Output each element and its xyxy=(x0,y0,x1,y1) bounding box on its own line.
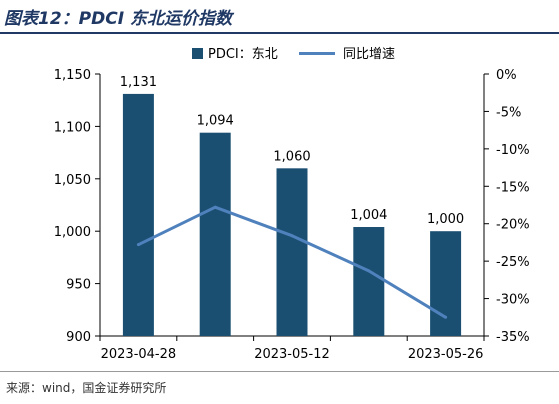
bar-data-label: 1,131 xyxy=(120,75,157,90)
bar xyxy=(199,132,231,336)
bar-data-label: 1,004 xyxy=(350,208,387,223)
x-tick-label: 2023-05-26 xyxy=(408,347,484,362)
bar-data-label: 1,000 xyxy=(427,212,464,227)
legend-line-label: 同比增速 xyxy=(343,47,395,62)
line-point xyxy=(444,315,448,319)
bar xyxy=(276,168,308,336)
bar xyxy=(353,227,385,336)
data-labels: 1,131 1,094 1,060 1,004 1,000 xyxy=(120,75,464,227)
y-right-tick-label: 0% xyxy=(496,68,517,83)
title-divider xyxy=(0,32,559,34)
line-point xyxy=(213,205,217,209)
bar xyxy=(122,93,154,336)
bar-data-label: 1,060 xyxy=(273,149,310,164)
y-right-tick-label: -10% xyxy=(496,143,530,158)
x-tick-label: 2023-04-28 xyxy=(101,347,177,362)
legend: PDCI：东北 同比增速 xyxy=(192,47,395,62)
y-right-tick-label: -15% xyxy=(496,180,530,195)
y-left-tick-label: 1,050 xyxy=(54,173,91,188)
chart-title: 图表12：PDCI 东北运价指数 xyxy=(4,9,232,29)
line-point xyxy=(367,269,371,273)
y-left-tick-label: 1,150 xyxy=(54,68,91,83)
legend-bar-label: PDCI：东北 xyxy=(208,47,278,62)
y-left-tick-label: 1,000 xyxy=(54,225,91,240)
x-tick-label: 2023-05-12 xyxy=(254,347,330,362)
bar xyxy=(430,231,462,336)
bar-data-label: 1,094 xyxy=(197,114,234,129)
y-right-tick-label: -5% xyxy=(496,105,521,120)
line-point xyxy=(136,243,140,247)
y-left-tick-label: 950 xyxy=(66,278,91,293)
y-right-tick-label: -20% xyxy=(496,218,530,233)
axes: 900 950 1,000 1,050 1,100 1,150 0% -5% -10% -15% -… xyxy=(54,68,530,362)
bar-series xyxy=(122,93,462,336)
y-right-tick-label: -25% xyxy=(496,255,530,270)
line-point xyxy=(290,234,294,238)
source-note: 来源：wind，国金证券研究所 xyxy=(6,381,167,395)
y-left-tick-label: 1,100 xyxy=(54,120,91,135)
y-right-tick-label: -30% xyxy=(496,293,530,308)
y-right-tick-label: -35% xyxy=(496,330,530,345)
legend-bar-swatch xyxy=(192,48,203,59)
source-divider xyxy=(0,371,559,372)
y-left-tick-label: 900 xyxy=(66,330,91,345)
line-series xyxy=(136,205,448,319)
